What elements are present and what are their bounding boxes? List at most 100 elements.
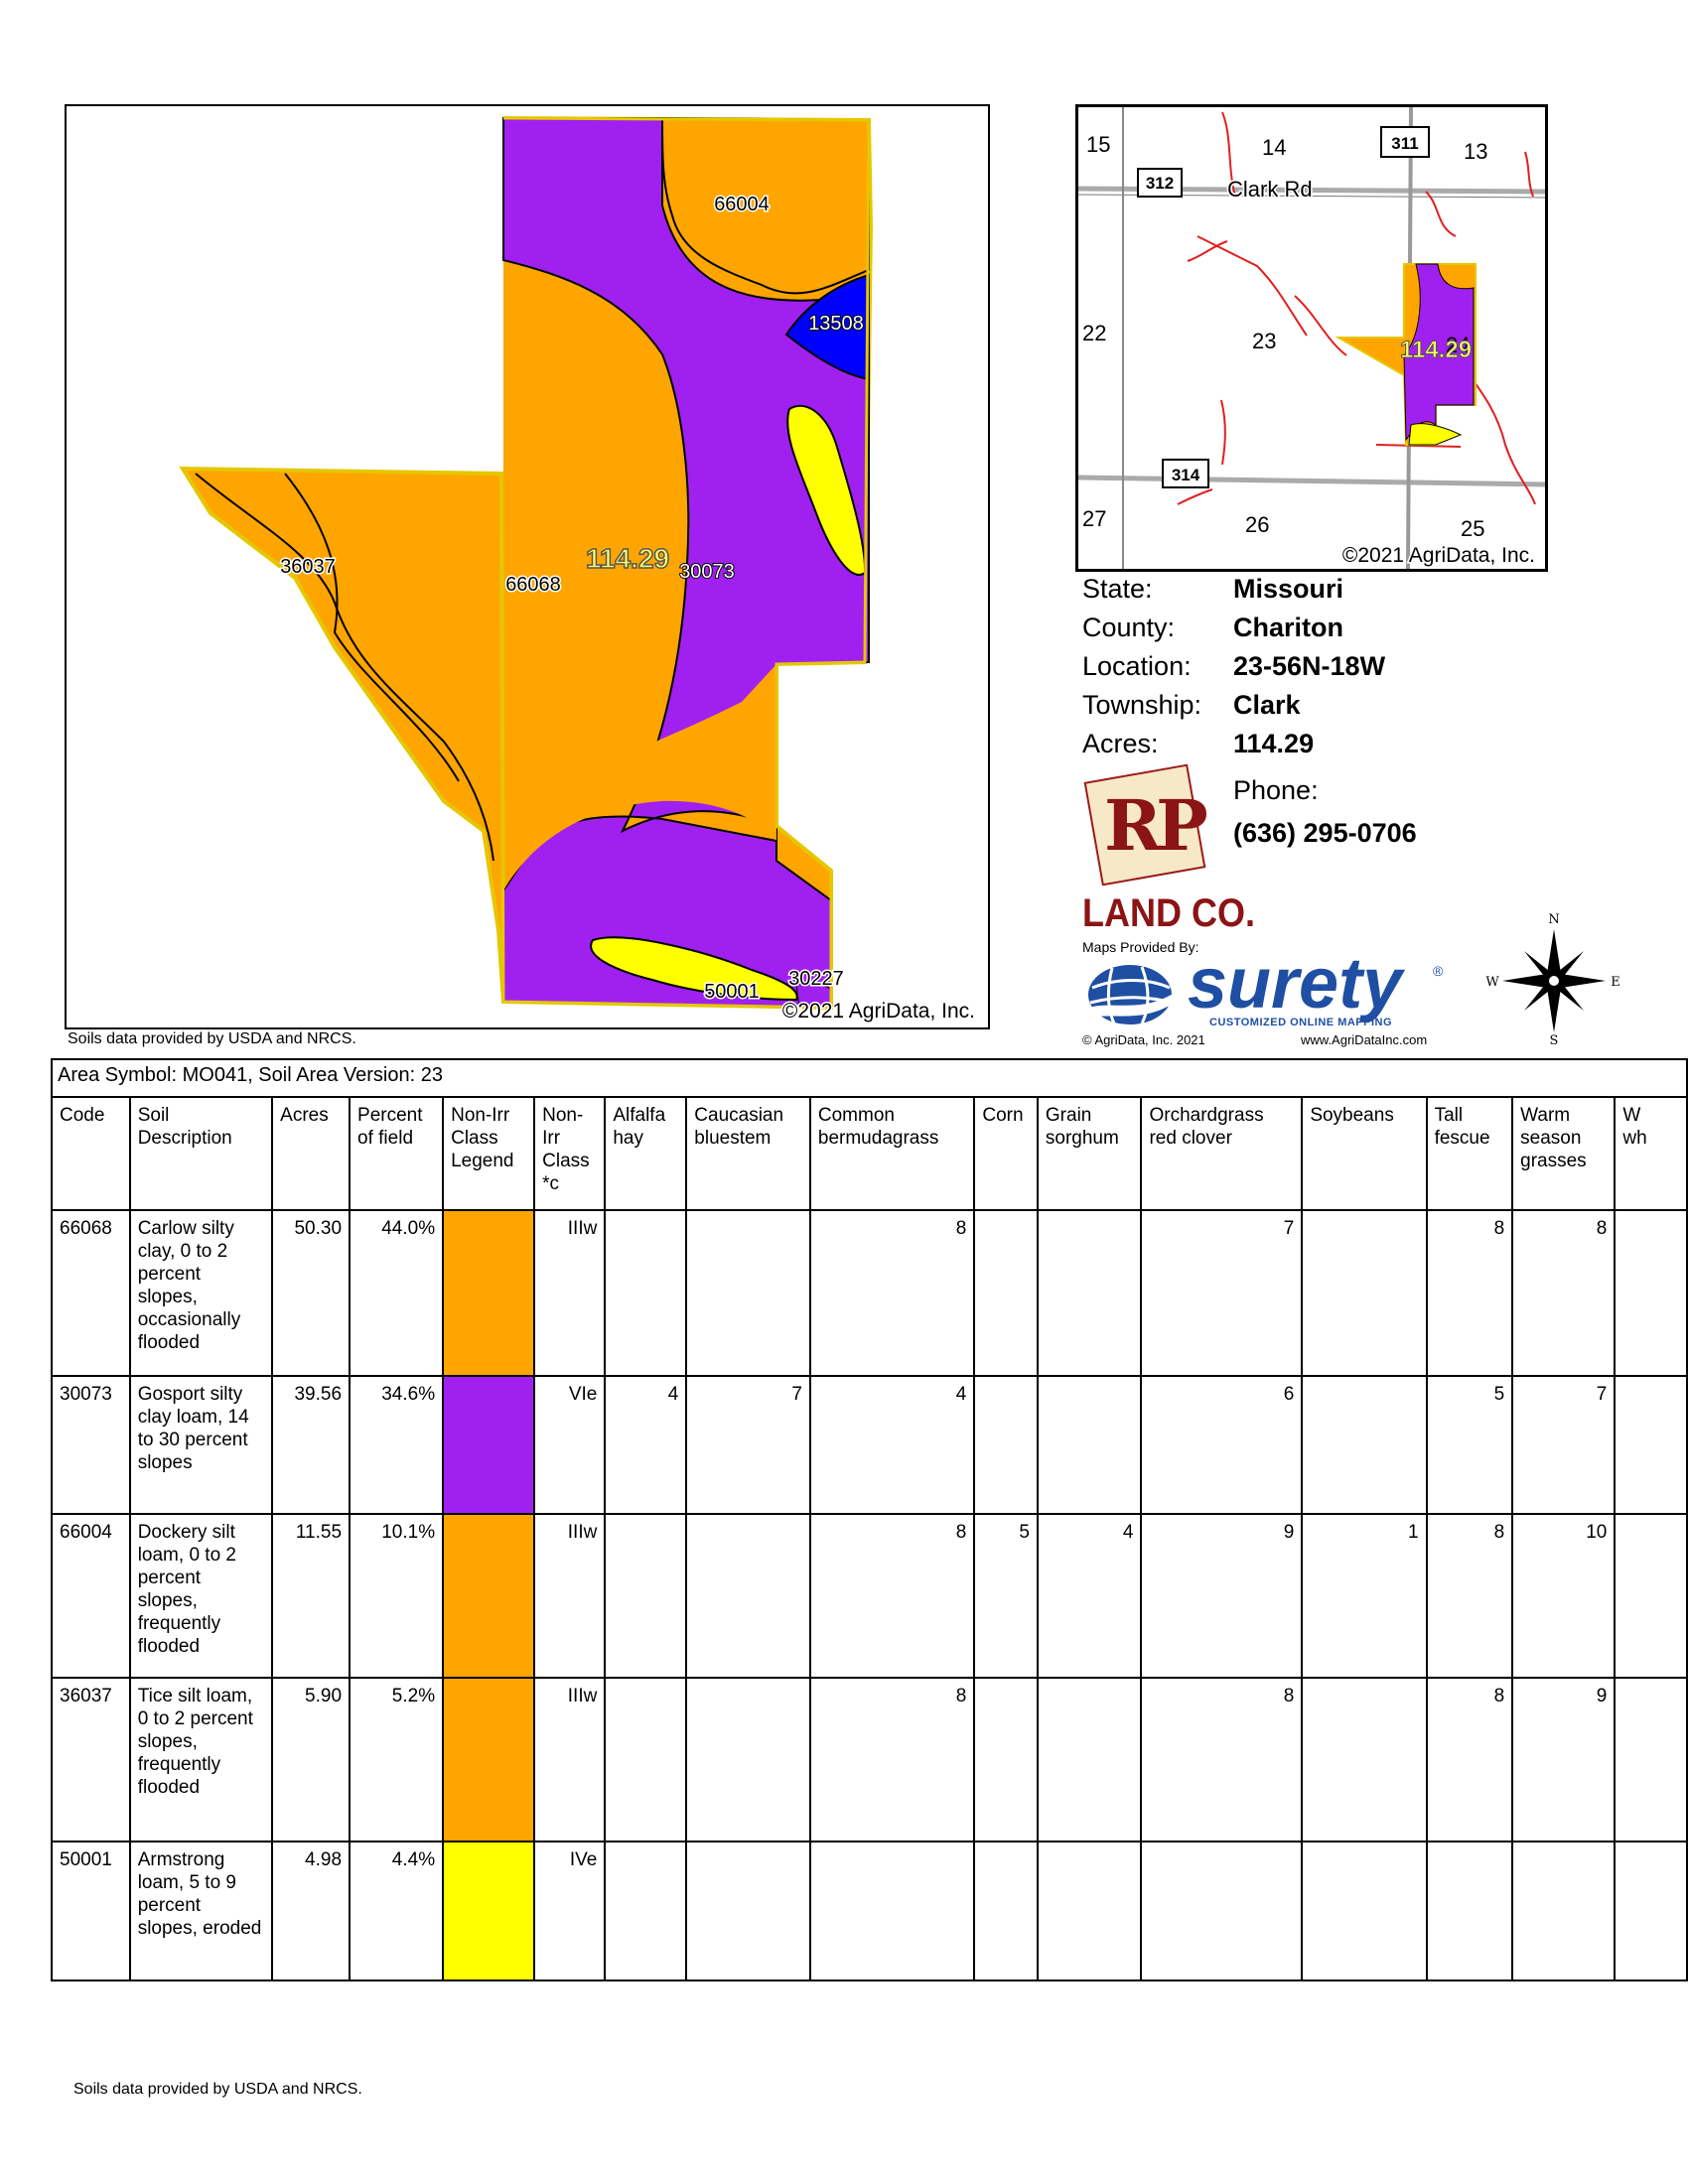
road-badge-311: 311 — [1391, 134, 1418, 153]
column-header-text: Code — [60, 1105, 105, 1126]
location-acres-label: 114.29 — [1400, 337, 1472, 363]
soil-description-cell: Gosport silty clay loam, 14 to 30 percent s… — [128, 1375, 274, 1515]
productivity-soybeans-cell: 1 — [1301, 1513, 1428, 1679]
soil-description-line: frequently — [137, 1754, 221, 1775]
column-header-text: grasses — [1520, 1151, 1587, 1171]
productivity-corn-cell — [973, 1375, 1039, 1515]
soil-code-cell: 30073 — [51, 1375, 131, 1515]
table-row: 30073 Gosport silty clay loam, 14 to 30 per… — [51, 1375, 1688, 1515]
map-label-30073: 30073 — [679, 561, 735, 583]
soil-map[interactable]: 66004 13508 36037 66068 114.29 30073 500… — [65, 104, 990, 1029]
productivity-alfalfa-cell: 4 — [604, 1375, 688, 1515]
field-outline — [180, 116, 871, 1010]
productivity-soybeans-cell — [1301, 1841, 1428, 1981]
acres-cell: 4.98 — [271, 1841, 352, 1981]
surety-tagline: CUSTOMIZED ONLINE MAPPING — [1209, 1017, 1393, 1028]
productivity-caucasian-cell — [685, 1841, 811, 1981]
productivity-wheat-cell — [1614, 1677, 1688, 1843]
soil-description-line: Tice silt loam, — [137, 1686, 253, 1706]
location-map[interactable]: 15 14 13 22 23 24 27 26 25 114.29 312 31… — [1075, 104, 1548, 572]
soil-table-clip: Area Symbol: MO041, Soil Area Version: 2… — [51, 1058, 1688, 1981]
soil-description-line: slopes, — [137, 1731, 198, 1752]
column-header-text: Non- — [542, 1105, 584, 1126]
section-13: 13 — [1464, 139, 1487, 164]
column-header: Orchardgrass red clover — [1140, 1096, 1304, 1211]
compass-w: W — [1485, 975, 1499, 990]
column-header: Warm season grasses — [1511, 1096, 1617, 1211]
soil-description-cell: Armstrong loam, 5 to 9 percent slopes, erod… — [128, 1841, 274, 1981]
soil-polygon-50001-south — [590, 936, 798, 1002]
productivity-fescue-cell — [1425, 1841, 1514, 1981]
column-header-text: Acres — [280, 1105, 329, 1126]
column-header: Corn — [973, 1096, 1039, 1211]
column-header-text: fescue — [1434, 1128, 1490, 1149]
productivity-orchard-cell: 7 — [1140, 1209, 1304, 1377]
section-14: 14 — [1262, 135, 1286, 160]
soil-description-line: percent — [137, 1264, 202, 1285]
column-header: Non-Irr Class Legend — [442, 1096, 536, 1211]
soil-code-cell: 66068 — [51, 1209, 131, 1377]
class-cell: IIIw — [533, 1677, 607, 1843]
column-header-text: red clover — [1149, 1128, 1232, 1149]
column-header: Alfalfa hay — [604, 1096, 688, 1211]
column-header-text: Tall — [1434, 1105, 1464, 1126]
table-row: 66068 Carlow silty clay, 0 to 2 percent slop… — [51, 1209, 1688, 1377]
acres-value: 114.29 — [1233, 729, 1315, 758]
soil-code-cell: 50001 — [51, 1841, 131, 1981]
productivity-caucasian-cell — [685, 1209, 811, 1377]
compass-s: S — [1550, 1033, 1559, 1045]
productivity-wheat-cell — [1614, 1513, 1688, 1679]
location-map-canvas: 15 14 13 22 23 24 27 26 25 114.29 312 31… — [1078, 107, 1545, 569]
county-label: County: — [1082, 613, 1176, 642]
soil-code-cell: 36037 — [51, 1677, 131, 1843]
column-header-text: W — [1622, 1105, 1641, 1126]
map-label-13508: 13508 — [808, 313, 864, 335]
productivity-bermuda-cell: 8 — [808, 1513, 976, 1679]
map-source-note: Soils data provided by USDA and NRCS. — [68, 1030, 356, 1047]
acres-label: Acres: — [1082, 729, 1159, 758]
soil-polygon-66004 — [660, 116, 870, 295]
productivity-fescue-cell: 8 — [1425, 1677, 1514, 1843]
productivity-caucasian-cell: 7 — [685, 1375, 811, 1515]
column-header: Caucasian bluestem — [685, 1096, 811, 1211]
acres-cell: 50.30 — [271, 1209, 352, 1377]
soil-description-line: to 30 percent — [137, 1430, 248, 1450]
productivity-orchard-cell: 6 — [1140, 1375, 1304, 1515]
table-row: 36037 Tice silt loam, 0 to 2 percent slopes… — [51, 1677, 1688, 1843]
column-header-text: Warm — [1520, 1105, 1571, 1126]
percent-cell: 5.2% — [349, 1677, 445, 1843]
column-header-text: *c — [542, 1173, 560, 1194]
productivity-warm-cell: 8 — [1511, 1209, 1617, 1377]
productivity-warm-cell — [1511, 1841, 1617, 1981]
column-header-text: bermudagrass — [817, 1128, 939, 1149]
productivity-wheat-cell — [1614, 1375, 1688, 1515]
rp-logo-letters: RP — [1104, 784, 1208, 867]
soil-description-line: 0 to 2 percent — [137, 1708, 253, 1729]
class-cell: IIIw — [533, 1209, 607, 1377]
percent-cell: 4.4% — [349, 1841, 445, 1981]
column-header-text: bluestem — [694, 1128, 772, 1149]
channel-line-2 — [284, 473, 460, 782]
productivity-caucasian-cell — [685, 1677, 811, 1843]
section-15: 15 — [1086, 132, 1110, 157]
column-header-text: Class — [542, 1151, 590, 1171]
township-label: Township: — [1082, 690, 1202, 720]
section-26: 26 — [1245, 512, 1269, 537]
column-header-text: hay — [613, 1128, 643, 1149]
state-value: Missouri — [1233, 574, 1344, 604]
map-label-66004: 66004 — [714, 194, 770, 215]
map-label-30227: 30227 — [788, 968, 844, 990]
column-header-text: Corn — [982, 1105, 1024, 1126]
productivity-alfalfa-cell — [604, 1677, 688, 1843]
table-row: 66004 Dockery silt loam, 0 to 2 percent slop… — [51, 1513, 1688, 1679]
column-header: Acres — [271, 1096, 352, 1211]
column-header-text: Legend — [451, 1151, 514, 1171]
column-header: Soybeans — [1301, 1096, 1428, 1211]
section-25: 25 — [1461, 516, 1484, 541]
column-header: Non- Irr Class *c — [533, 1096, 607, 1211]
class-cell: IVe — [533, 1841, 607, 1981]
channel-line-1 — [195, 473, 494, 862]
phone-value: (636) 295-0706 — [1233, 818, 1417, 848]
legend-color-swatch — [442, 1841, 536, 1981]
